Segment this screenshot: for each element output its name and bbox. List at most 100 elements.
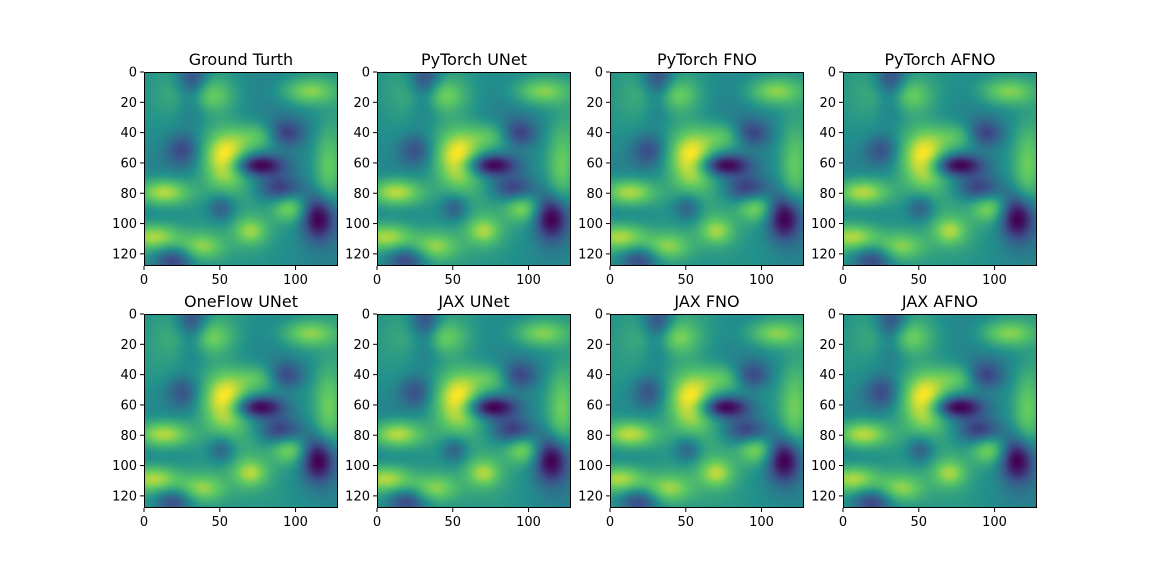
x-tick-label: 100 <box>982 273 1007 288</box>
subplot-title: PyTorch AFNO <box>885 50 996 69</box>
y-tick-label: 60 <box>353 156 370 171</box>
subplot-5: OneFlow UNet 0 50 100 0 20 40 60 80 100 120 <box>112 292 338 530</box>
y-tick-label: 20 <box>819 338 836 353</box>
y-tick-label: 60 <box>120 156 137 171</box>
x-tick-label: 100 <box>283 515 308 530</box>
y-tick-label: 40 <box>819 126 836 141</box>
x-tick-label: 50 <box>212 515 229 530</box>
x-tick-label: 100 <box>283 273 308 288</box>
x-tick-label: 0 <box>140 515 148 530</box>
y-tick-label: 100 <box>112 459 137 474</box>
y-tick-label: 80 <box>120 187 137 202</box>
y-tick-label: 100 <box>578 459 603 474</box>
y-tick-label: 40 <box>586 368 603 383</box>
y-tick-label: 120 <box>112 247 137 262</box>
axes-frame <box>377 72 571 266</box>
heatmap-image <box>144 314 338 508</box>
y-tick-label: 120 <box>345 489 370 504</box>
x-tick-label: 50 <box>911 515 928 530</box>
axes-frame <box>144 72 338 266</box>
y-tick-label: 120 <box>811 247 836 262</box>
axes-frame <box>843 72 1037 266</box>
y-tick-label: 120 <box>811 489 836 504</box>
y-tick-label: 120 <box>578 489 603 504</box>
y-tick-label: 80 <box>120 429 137 444</box>
y-tick-label: 20 <box>120 96 137 111</box>
x-tick-label: 0 <box>606 515 614 530</box>
heatmap-image <box>843 72 1037 266</box>
axes-frame <box>610 314 804 508</box>
y-tick-label: 20 <box>353 338 370 353</box>
x-tick-label: 50 <box>445 273 462 288</box>
subplot-title: JAX UNet <box>437 292 509 311</box>
heatmap-image <box>377 314 571 508</box>
subplot-4: PyTorch AFNO 0 50 100 0 20 40 60 80 100 120 <box>811 50 1037 288</box>
x-tick-label: 100 <box>749 273 774 288</box>
y-tick-label: 20 <box>586 338 603 353</box>
y-tick-label: 100 <box>345 217 370 232</box>
y-tick-label: 40 <box>353 368 370 383</box>
x-tick-label: 0 <box>140 273 148 288</box>
x-tick-label: 50 <box>911 273 928 288</box>
y-tick-label: 120 <box>578 247 603 262</box>
y-tick-label: 60 <box>353 398 370 413</box>
y-tick-label: 80 <box>819 429 836 444</box>
y-tick-label: 80 <box>353 187 370 202</box>
subplot-3: PyTorch FNO 0 50 100 0 20 40 60 80 100 120 <box>578 50 804 288</box>
y-tick-label: 0 <box>828 66 836 81</box>
subplot-title: PyTorch FNO <box>657 50 757 69</box>
y-tick-label: 20 <box>586 96 603 111</box>
y-tick-label: 0 <box>129 66 137 81</box>
x-tick-label: 0 <box>373 273 381 288</box>
y-tick-label: 0 <box>362 308 370 323</box>
y-tick-label: 100 <box>112 217 137 232</box>
y-tick-label: 40 <box>353 126 370 141</box>
y-tick-label: 60 <box>819 156 836 171</box>
y-tick-label: 120 <box>112 489 137 504</box>
subplot-8: JAX AFNO 0 50 100 0 20 40 60 80 100 120 <box>811 292 1037 530</box>
x-tick-label: 0 <box>373 515 381 530</box>
x-tick-label: 50 <box>212 273 229 288</box>
heatmap-image <box>610 72 804 266</box>
y-tick-label: 60 <box>819 398 836 413</box>
y-tick-label: 0 <box>828 308 836 323</box>
subplot-6: JAX UNet 0 50 100 0 20 40 60 80 100 120 <box>345 292 571 530</box>
y-tick-label: 80 <box>586 187 603 202</box>
axes-frame <box>610 72 804 266</box>
x-tick-label: 0 <box>839 273 847 288</box>
y-tick-label: 100 <box>345 459 370 474</box>
y-tick-label: 40 <box>120 126 137 141</box>
axes-frame <box>377 314 571 508</box>
y-tick-label: 0 <box>129 308 137 323</box>
subplot-title: JAX AFNO <box>901 292 978 311</box>
subplot-title: JAX FNO <box>673 292 739 311</box>
y-tick-label: 20 <box>353 96 370 111</box>
y-tick-label: 60 <box>586 398 603 413</box>
y-tick-label: 40 <box>586 126 603 141</box>
x-tick-label: 50 <box>678 273 695 288</box>
y-tick-label: 20 <box>819 96 836 111</box>
subplot-7: JAX FNO 0 50 100 0 20 40 60 80 100 120 <box>578 292 804 530</box>
x-tick-label: 50 <box>678 515 695 530</box>
y-tick-label: 80 <box>819 187 836 202</box>
x-tick-label: 0 <box>606 273 614 288</box>
x-tick-label: 100 <box>516 515 541 530</box>
x-tick-label: 50 <box>445 515 462 530</box>
axes-frame <box>843 314 1037 508</box>
heatmap-image <box>144 72 338 266</box>
subplot-2: PyTorch UNet 0 50 100 0 20 40 60 80 100 120 <box>345 50 571 288</box>
y-tick-label: 100 <box>811 217 836 232</box>
y-tick-label: 120 <box>345 247 370 262</box>
y-tick-label: 0 <box>595 66 603 81</box>
y-tick-label: 60 <box>120 398 137 413</box>
heatmap-image <box>610 314 804 508</box>
y-tick-label: 20 <box>120 338 137 353</box>
x-tick-label: 100 <box>749 515 774 530</box>
heatmap-image <box>843 314 1037 508</box>
y-tick-label: 0 <box>362 66 370 81</box>
x-tick-label: 100 <box>516 273 541 288</box>
y-tick-label: 0 <box>595 308 603 323</box>
subplot-title: PyTorch UNet <box>421 50 527 69</box>
x-tick-label: 0 <box>839 515 847 530</box>
